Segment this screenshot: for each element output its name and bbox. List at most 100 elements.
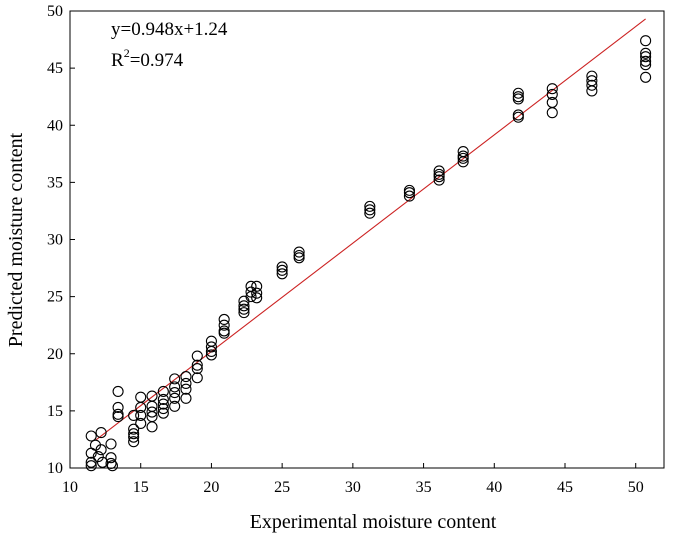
data-point <box>218 327 230 339</box>
plot-frame <box>69 10 665 469</box>
r2-prefix: R <box>111 50 124 71</box>
data-point <box>218 325 230 337</box>
data-point <box>512 109 524 121</box>
data-point <box>251 292 263 304</box>
data-point <box>640 47 652 59</box>
fit-line <box>95 18 646 441</box>
data-point <box>180 377 192 390</box>
data-point <box>191 350 203 362</box>
data-point <box>238 307 250 319</box>
y-tick-label: 45 <box>47 60 63 77</box>
data-point <box>403 187 415 199</box>
data-point <box>640 55 652 67</box>
data-point <box>251 287 263 299</box>
r2-annotation: R2=0.974 <box>111 46 184 71</box>
x-tick-label: 35 <box>416 479 432 496</box>
data-point <box>169 387 181 399</box>
data-point <box>245 280 257 292</box>
data-point <box>403 190 415 202</box>
data-point <box>105 452 117 464</box>
data-point <box>180 371 192 383</box>
data-point <box>546 83 558 95</box>
data-point <box>106 460 118 472</box>
data-point <box>105 438 117 450</box>
data-point <box>85 430 97 442</box>
data-point <box>640 59 652 71</box>
data-point <box>92 451 104 463</box>
x-axis-title: Experimental moisture content <box>250 511 497 533</box>
data-point <box>512 87 524 99</box>
data-point <box>128 428 140 440</box>
x-tick-label: 25 <box>274 479 290 496</box>
data-point <box>146 421 158 433</box>
data-point <box>112 385 124 398</box>
data-point <box>95 444 107 456</box>
data-point <box>512 111 524 123</box>
data-point <box>157 407 169 419</box>
data-point <box>364 207 376 219</box>
data-point <box>128 409 140 421</box>
data-point <box>85 460 97 472</box>
data-point <box>191 363 203 375</box>
data-point <box>180 383 192 395</box>
data-point <box>135 401 147 413</box>
data-point <box>112 408 124 420</box>
data-point <box>128 431 140 443</box>
data-point <box>245 291 257 303</box>
x-tick-label: 45 <box>557 479 573 496</box>
y-tick-label: 25 <box>47 289 63 306</box>
data-point <box>96 456 109 468</box>
data-point <box>128 423 140 435</box>
data-point <box>640 51 652 63</box>
data-point <box>128 436 140 448</box>
y-tick-label: 40 <box>47 117 63 134</box>
data-point <box>95 427 107 439</box>
data-point <box>205 335 217 347</box>
x-tick-label: 15 <box>133 479 149 496</box>
y-tick-label: 10 <box>47 460 63 477</box>
data-point <box>433 174 445 186</box>
data-point <box>276 268 288 280</box>
data-point <box>403 184 415 196</box>
y-tick-label: 50 <box>47 3 63 20</box>
data-point <box>293 246 305 258</box>
data-point <box>191 359 203 371</box>
r2-value: =0.974 <box>130 50 184 71</box>
data-point <box>586 79 598 91</box>
data-point <box>276 261 288 273</box>
y-tick-label: 15 <box>47 403 63 420</box>
equation-annotation: y=0.948x+1.24 <box>111 19 228 40</box>
x-tick-label: 10 <box>62 479 78 496</box>
data-point <box>191 372 203 384</box>
data-point <box>169 373 181 385</box>
data-point <box>457 156 469 168</box>
data-point <box>112 401 124 413</box>
data-point <box>157 393 169 406</box>
data-point <box>205 345 217 358</box>
data-point <box>245 286 257 298</box>
data-point <box>640 71 652 83</box>
data-point <box>364 204 376 216</box>
data-point <box>238 303 250 315</box>
y-tick-label: 30 <box>47 232 63 249</box>
data-point <box>218 319 230 331</box>
data-point <box>433 171 445 183</box>
data-point <box>169 392 181 404</box>
data-point <box>433 165 445 177</box>
x-tick-label: 40 <box>486 479 502 496</box>
data-point <box>546 107 558 119</box>
data-point <box>112 411 124 423</box>
data-points <box>85 35 652 472</box>
y-axis-title: Predicted moisture content <box>5 132 27 347</box>
data-point <box>218 313 230 326</box>
data-point <box>146 406 158 418</box>
axis-ticks: 10 15 20 25 30 35 40 45 50 10 15 20 25 30 35 40 45 50 <box>47 3 644 496</box>
data-point <box>457 152 469 164</box>
data-point <box>293 252 305 264</box>
data-point <box>135 409 147 421</box>
data-point <box>146 400 158 412</box>
x-tick-label: 30 <box>345 479 361 496</box>
data-point <box>205 349 217 361</box>
data-point <box>157 385 169 398</box>
